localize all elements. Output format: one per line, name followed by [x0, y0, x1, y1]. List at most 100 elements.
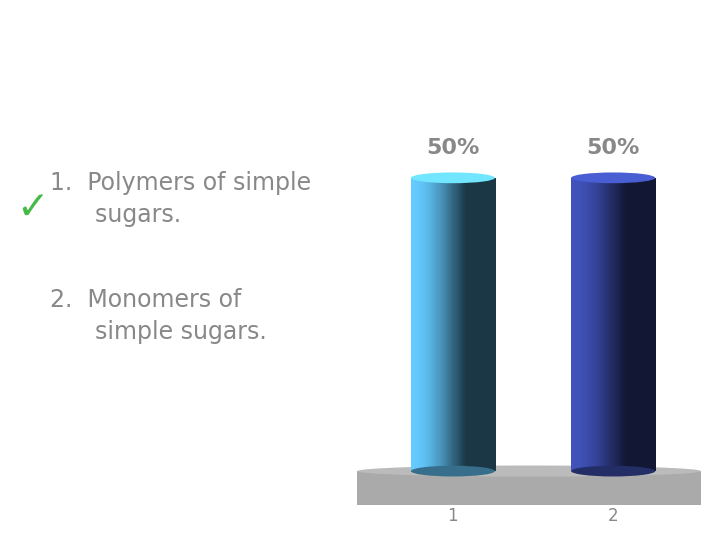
Bar	[462, 178, 463, 471]
Bar	[589, 178, 590, 471]
Bar	[586, 178, 588, 471]
Bar	[488, 178, 490, 471]
Bar	[443, 178, 444, 471]
Bar	[420, 178, 422, 471]
Bar	[433, 178, 434, 471]
Bar	[423, 178, 424, 471]
Bar	[440, 178, 441, 471]
Bar	[490, 178, 492, 471]
Bar	[495, 178, 496, 471]
Bar	[583, 178, 584, 471]
Bar	[619, 178, 620, 471]
Bar	[465, 178, 467, 471]
Bar	[421, 178, 423, 471]
Bar	[460, 178, 461, 471]
Bar	[618, 178, 619, 471]
Bar	[613, 178, 615, 471]
Bar	[593, 178, 595, 471]
Bar	[616, 178, 617, 471]
Text: Complex carbohydrates are:: Complex carbohydrates are:	[11, 23, 720, 68]
Bar	[452, 178, 454, 471]
Bar	[429, 178, 430, 471]
Bar	[464, 178, 465, 471]
Bar	[487, 178, 489, 471]
Bar	[467, 178, 469, 471]
Bar	[599, 178, 600, 471]
Text: 50%: 50%	[426, 138, 480, 158]
Bar	[486, 178, 487, 471]
Bar	[430, 178, 431, 471]
Bar	[580, 178, 581, 471]
Bar	[428, 178, 429, 471]
Ellipse shape	[571, 465, 655, 476]
Bar	[490, 178, 491, 471]
Bar	[582, 178, 583, 471]
Bar	[650, 178, 651, 471]
Bar	[604, 178, 606, 471]
Bar	[611, 178, 613, 471]
Bar	[651, 178, 652, 471]
Text: 50%: 50%	[587, 138, 640, 158]
Bar	[481, 178, 482, 471]
Bar	[642, 178, 644, 471]
Bar	[646, 178, 647, 471]
Bar	[434, 178, 436, 471]
Bar	[438, 178, 440, 471]
Bar	[485, 178, 487, 471]
Bar	[474, 178, 476, 471]
Bar	[444, 178, 445, 471]
Bar	[571, 178, 572, 471]
Bar	[423, 178, 425, 471]
Text: 1: 1	[448, 508, 458, 525]
Bar	[448, 178, 449, 471]
Bar	[469, 178, 470, 471]
Bar	[449, 178, 450, 471]
Bar	[418, 178, 420, 471]
Bar	[573, 178, 575, 471]
Bar	[482, 178, 483, 471]
Bar	[426, 178, 427, 471]
Bar	[620, 178, 621, 471]
Bar	[587, 178, 588, 471]
Bar	[652, 178, 653, 471]
Bar	[577, 178, 579, 471]
Bar	[629, 178, 631, 471]
Bar	[626, 178, 628, 471]
Bar	[572, 178, 573, 471]
Bar	[644, 178, 646, 471]
Bar	[654, 178, 655, 471]
Bar	[649, 178, 650, 471]
Bar	[461, 178, 462, 471]
Bar	[611, 178, 612, 471]
Bar	[653, 178, 654, 471]
Bar	[357, 471, 701, 504]
Text: ✓: ✓	[16, 189, 49, 227]
Bar	[591, 178, 593, 471]
Bar	[609, 178, 611, 471]
Bar	[413, 178, 414, 471]
Bar	[441, 178, 442, 471]
Bar	[411, 178, 412, 471]
Bar	[631, 178, 633, 471]
Bar	[415, 178, 416, 471]
Bar	[590, 178, 591, 471]
Bar	[606, 178, 608, 471]
Bar	[647, 178, 648, 471]
Bar	[451, 178, 452, 471]
Bar	[579, 178, 580, 471]
Bar	[431, 178, 432, 471]
Bar	[638, 178, 639, 471]
Bar	[631, 178, 632, 471]
Ellipse shape	[358, 465, 701, 477]
Bar	[600, 178, 601, 471]
Bar	[633, 178, 634, 471]
Bar	[624, 178, 626, 471]
Bar	[468, 178, 469, 471]
Bar	[447, 178, 448, 471]
Bar	[634, 178, 635, 471]
Ellipse shape	[571, 172, 655, 183]
Bar	[472, 178, 474, 471]
Bar	[621, 178, 622, 471]
Bar	[456, 178, 458, 471]
Bar	[479, 178, 480, 471]
